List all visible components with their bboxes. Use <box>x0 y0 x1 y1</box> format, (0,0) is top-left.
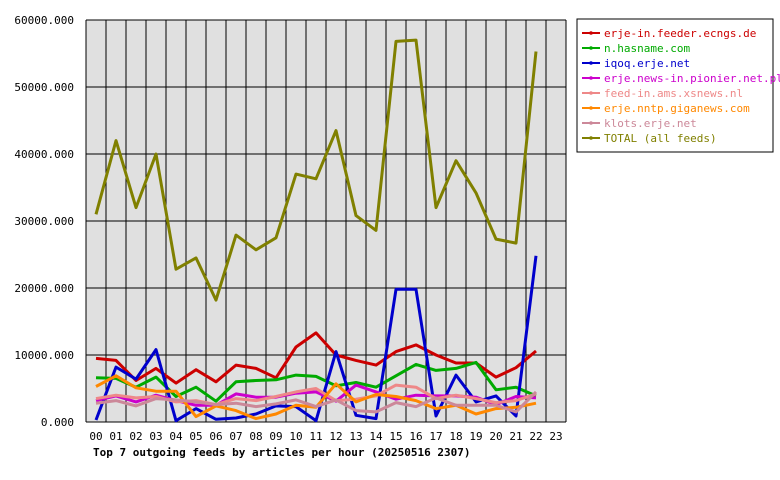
x-tick-label: 10 <box>289 430 302 443</box>
legend-marker <box>589 76 593 80</box>
x-tick-label: 18 <box>449 430 462 443</box>
y-tick-label: 0.000 <box>41 416 74 429</box>
legend-box <box>576 18 774 153</box>
series-line <box>95 390 538 414</box>
y-tick-label: 10000.000 <box>14 349 74 362</box>
y-tick-label: 40000.000 <box>14 148 74 161</box>
x-tick-label: 23 <box>549 430 562 443</box>
series-line <box>94 38 538 302</box>
x-tick-label: 19 <box>469 430 482 443</box>
x-tick-label: 07 <box>229 430 242 443</box>
x-tick-label: 00 <box>89 430 102 443</box>
series-line <box>94 255 538 423</box>
legend-marker <box>589 136 593 140</box>
x-tick-label: 08 <box>249 430 262 443</box>
x-tick-label: 02 <box>129 430 142 443</box>
legend-label: klots.erje.net <box>604 117 697 130</box>
legend-label: TOTAL (all feeds) <box>604 132 717 145</box>
series-lines <box>94 38 538 423</box>
legend-marker <box>589 91 593 95</box>
legend-marker <box>589 121 593 125</box>
x-tick-label: 14 <box>369 430 383 443</box>
x-tick-label: 04 <box>169 430 183 443</box>
grid-lines <box>85 19 567 423</box>
x-tick-label: 05 <box>189 430 202 443</box>
y-axis-ticks: 0.000 10000.000 20000.000 30000.000 40000.00… <box>14 14 74 429</box>
x-tick-label: 17 <box>429 430 442 443</box>
y-tick-label: 50000.000 <box>14 81 74 94</box>
x-tick-label: 21 <box>509 430 522 443</box>
legend-marker <box>589 61 593 65</box>
chart-title: Top 7 outgoing feeds by articles per hou… <box>93 446 471 459</box>
x-tick-label: 13 <box>349 430 362 443</box>
legend-marker <box>589 46 593 50</box>
x-tick-label: 22 <box>529 430 542 443</box>
x-axis-ticks: 00 01 02 03 04 05 06 07 08 09 10 11 12 13 14 15 16 17 18 19… <box>89 430 562 443</box>
x-tick-label: 15 <box>389 430 402 443</box>
x-tick-label: 11 <box>309 430 322 443</box>
legend-label: erje.nntp.giganews.com <box>604 102 750 115</box>
legend-label: n.hasname.com <box>604 42 690 55</box>
legend-label: erje.news-in.pionier.net.pl <box>604 72 780 85</box>
legend-label: feed-in.ams.xsnews.nl <box>604 87 743 100</box>
x-tick-label: 20 <box>489 430 502 443</box>
x-tick-label: 03 <box>149 430 162 443</box>
legend-marker <box>589 31 593 35</box>
y-tick-label: 30000.000 <box>14 215 74 228</box>
x-tick-label: 16 <box>409 430 422 443</box>
legend-marker <box>589 106 593 110</box>
legend-label: iqoq.erje.net <box>604 57 690 70</box>
legend-label: erje-in.feeder.ecngs.de <box>604 27 756 40</box>
y-tick-label: 60000.000 <box>14 14 74 27</box>
legend: erje-in.feeder.ecngs.de n.hasname.com iqoq… <box>582 27 780 145</box>
x-tick-label: 12 <box>329 430 342 443</box>
y-tick-label: 20000.000 <box>14 282 74 295</box>
series-line <box>95 331 537 385</box>
x-tick-label: 06 <box>209 430 222 443</box>
x-tick-label: 09 <box>269 430 282 443</box>
x-tick-label: 01 <box>109 430 122 443</box>
